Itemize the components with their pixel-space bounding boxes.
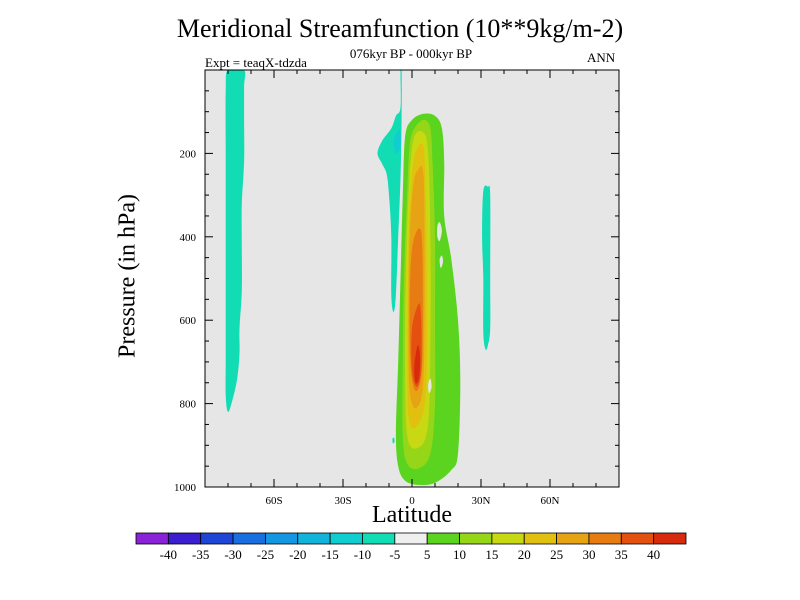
colorbar-swatch (394, 532, 428, 545)
contour-nh-negative-band (482, 185, 491, 351)
colorbar-swatch (523, 532, 557, 545)
colorbar-swatch (232, 532, 266, 545)
colorbar-swatch (426, 532, 460, 545)
chart-subtitle-period: 076kyr BP - 000kyr BP (349, 46, 473, 61)
colorbar-label: -15 (321, 547, 338, 562)
colorbar-swatch (653, 532, 687, 545)
colorbar-label: 30 (582, 547, 595, 562)
y-axis-label: Pressure (in hPa) (114, 194, 141, 358)
y-tick-label: 600 (180, 315, 197, 327)
x-tick-label: 0 (409, 495, 415, 507)
contour-hole-lower (428, 378, 432, 394)
colorbar-label: -25 (257, 547, 274, 562)
contour-sh-cell-negative-band (225, 70, 246, 412)
colorbar: -40 -35 -30 -25 -20 -15 -10 -5 5 10 15 20 25 30 35 40 (135, 532, 687, 562)
colorbar-label: -20 (289, 547, 306, 562)
colorbar-label: -10 (354, 547, 371, 562)
y-tick-label: 800 (180, 399, 197, 411)
colorbar-swatch (200, 532, 234, 545)
colorbar-label: -30 (224, 547, 241, 562)
colorbar-swatch (556, 532, 590, 545)
colorbar-swatch (491, 532, 525, 545)
contour-speck-south (392, 437, 395, 444)
colorbar-swatch (297, 532, 331, 545)
chart-subtitle-season: ANN (587, 50, 616, 65)
colorbar-label: -35 (192, 547, 209, 562)
colorbar-label: 20 (518, 547, 531, 562)
colorbar-swatch (362, 532, 396, 545)
colorbar-swatch (588, 532, 622, 545)
colorbar-label: 40 (647, 547, 660, 562)
colorbar-label: -5 (389, 547, 400, 562)
colorbar-swatch (135, 532, 169, 545)
tick-layer: 200 400 600 800 1000 60S 30S 0 30N 60N (174, 70, 619, 507)
colorbar-label: 10 (453, 547, 466, 562)
colorbar-swatch (167, 532, 202, 545)
chart-subtitle-experiment: Expt = teaqX-tdzda (205, 55, 307, 70)
x-tick-label: 60S (265, 495, 282, 507)
colorbar-label: 35 (615, 547, 628, 562)
contour-layer (225, 70, 491, 486)
colorbar-label: -40 (160, 547, 177, 562)
y-tick-label: 200 (180, 148, 197, 160)
contour-hole-mid (439, 255, 444, 269)
contour-hadley-cell-40 (414, 345, 421, 384)
colorbar-label: 25 (550, 547, 563, 562)
colorbar-swatch (459, 532, 493, 545)
colorbar-swatch (620, 532, 655, 545)
x-axis-label: Latitude (372, 502, 452, 528)
x-tick-label: 60N (541, 495, 560, 507)
contour-equatorial-negative-sliver (377, 70, 402, 312)
contour-hole-upper (437, 222, 442, 242)
y-tick-label: 400 (180, 232, 197, 244)
x-tick-label: 30S (334, 495, 351, 507)
colorbar-label: 15 (485, 547, 498, 562)
x-tick-label: 30N (472, 495, 491, 507)
contour-equatorial-negative-deep (393, 129, 401, 154)
chart-title: Meridional Streamfunction (10**9kg/m-2) (176, 14, 624, 43)
colorbar-swatch (265, 532, 299, 545)
y-tick-label: 1000 (174, 482, 197, 494)
colorbar-label: 5 (424, 547, 431, 562)
colorbar-swatch (329, 532, 363, 545)
